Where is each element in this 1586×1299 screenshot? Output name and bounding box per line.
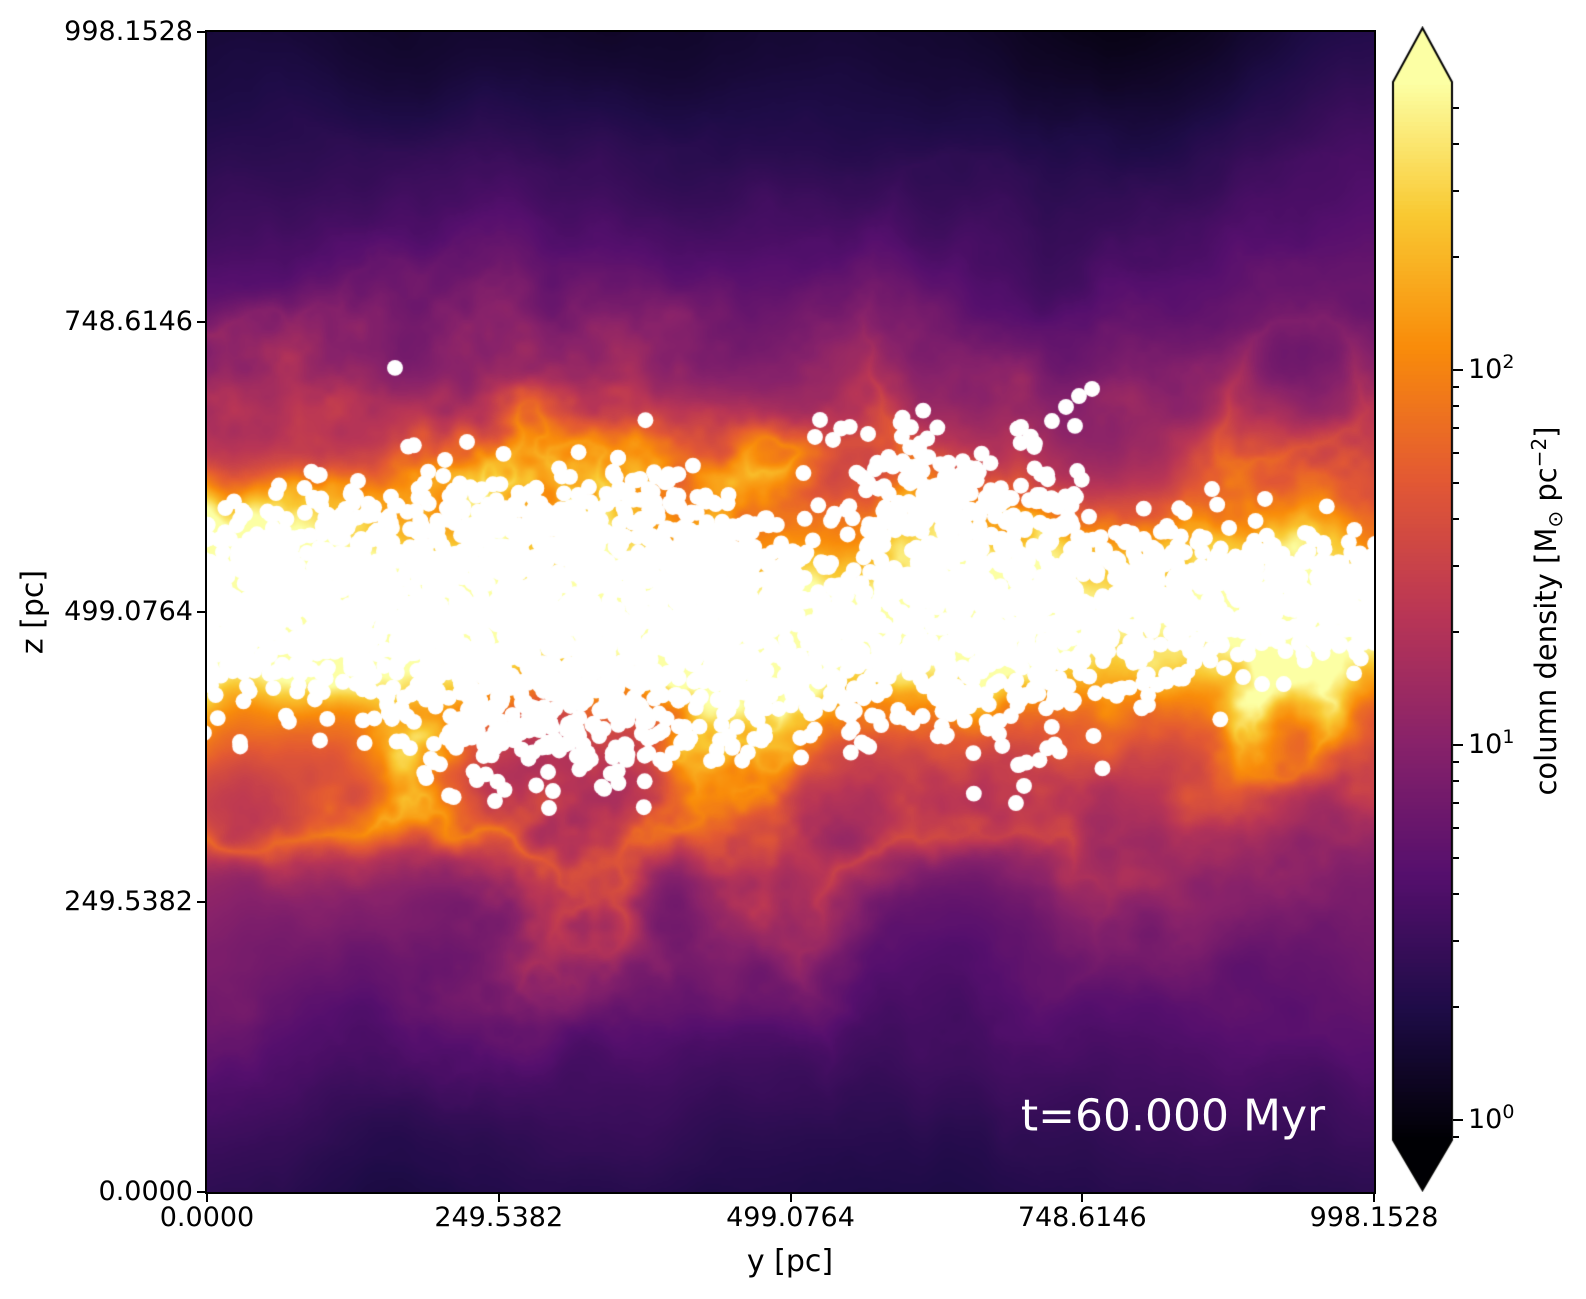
colorbar-minor-tick-mark — [1453, 427, 1459, 430]
y-tick-label: 998.1528 — [64, 16, 193, 47]
colorbar-tick-mark — [1453, 1119, 1463, 1122]
y-tick-label: 748.6146 — [64, 306, 193, 337]
colorbar-minor-tick-mark — [1453, 827, 1459, 830]
colorbar-minor-tick-mark — [1453, 893, 1459, 896]
colorbar-minor-tick-mark — [1453, 565, 1459, 568]
x-tick-label: 249.5382 — [434, 1202, 564, 1233]
column-density-heatmap — [207, 32, 1374, 1192]
colorbar-label-sub: ⊙ — [1543, 510, 1567, 528]
y-tick-label: 499.0764 — [64, 596, 193, 627]
y-tick-mark — [197, 321, 205, 323]
colorbar-minor-tick-mark — [1453, 386, 1459, 389]
y-tick-mark — [197, 901, 205, 903]
colorbar-minor-tick-mark — [1453, 780, 1459, 783]
colorbar-tick-exp: 0 — [1502, 1101, 1515, 1124]
colorbar-minor-tick-mark — [1453, 761, 1459, 764]
x-tick-mark — [497, 1194, 500, 1202]
colorbar-minor-tick-mark — [1453, 940, 1459, 943]
y-tick-label: 249.5382 — [64, 886, 193, 917]
colorbar-tick-base: 10 — [1468, 729, 1503, 761]
x-tick-label: 748.6146 — [1017, 1202, 1147, 1233]
y-tick-mark — [197, 1191, 205, 1193]
y-tick-label: 0.0000 — [98, 1176, 193, 1207]
x-tick-mark — [789, 1194, 792, 1202]
y-tick-mark — [197, 31, 205, 33]
colorbar-minor-tick-mark — [1453, 1136, 1459, 1139]
colorbar-minor-tick-mark — [1453, 1006, 1459, 1009]
colorbar-minor-tick-mark — [1453, 631, 1459, 634]
colorbar-minor-tick-mark — [1453, 190, 1459, 193]
colorbar-tick-label: 102 — [1468, 351, 1515, 389]
colorbar-tick-exp: 2 — [1502, 351, 1515, 373]
colorbar-label-pre: column density [M — [1529, 527, 1563, 796]
x-axis-label: y [pc] — [746, 1244, 834, 1279]
colorbar — [1391, 26, 1454, 1192]
colorbar-minor-tick-mark — [1453, 106, 1459, 109]
colorbar-minor-tick-mark — [1453, 481, 1459, 484]
colorbar-tick-mark — [1453, 369, 1463, 371]
colorbar-minor-tick-mark — [1453, 856, 1459, 859]
x-tick-mark — [1081, 1194, 1084, 1202]
x-tick-label: 0.0000 — [159, 1202, 255, 1233]
y-tick-mark — [197, 611, 205, 613]
x-tick-mark — [1373, 1194, 1375, 1202]
x-tick-label: 499.0764 — [726, 1202, 855, 1233]
colorbar-minor-tick-mark — [1453, 518, 1459, 521]
colorbar-tick-exp: 1 — [1502, 726, 1515, 749]
time-annotation: t=60.000 Myr — [1020, 1090, 1326, 1142]
colorbar-minor-tick-mark — [1453, 405, 1459, 408]
colorbar-label-sup: −2 — [1527, 437, 1551, 468]
colorbar-minor-tick-mark — [1453, 802, 1459, 805]
colorbar-minor-tick-mark — [1453, 452, 1459, 455]
x-tick-mark — [206, 1194, 208, 1202]
x-tick-label: 998.1528 — [1309, 1202, 1439, 1233]
colorbar-label-post: ] — [1529, 426, 1563, 438]
colorbar-tick-label: 100 — [1468, 1101, 1515, 1139]
colorbar-minor-tick-mark — [1453, 143, 1459, 146]
colorbar-label-mid: pc — [1529, 467, 1563, 511]
colorbar-label: column density [M⊙ pc−2] — [1527, 426, 1567, 796]
colorbar-minor-tick-mark — [1453, 256, 1459, 259]
colorbar-tick-base: 10 — [1468, 354, 1503, 385]
colorbar-tick-mark — [1453, 744, 1463, 747]
colorbar-tick-base: 10 — [1468, 1104, 1503, 1136]
plot-area: t=60.000 Myr — [205, 30, 1376, 1194]
colorbar-tick-label: 101 — [1468, 726, 1515, 764]
